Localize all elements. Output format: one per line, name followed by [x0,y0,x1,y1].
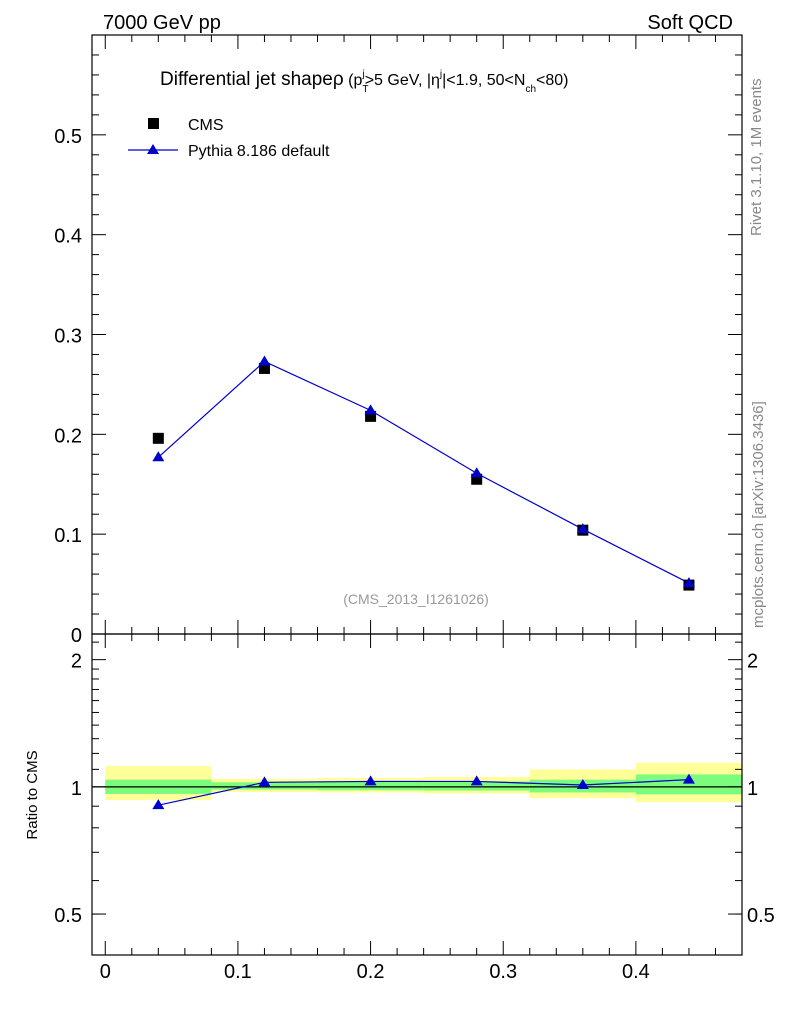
ratio-y-tick-label-right: 0.5 [747,905,775,927]
ratio-pythia-line [158,779,689,806]
ratio-pythia-point [576,779,589,790]
ratio-y-tick-label-right: 2 [747,651,758,673]
y-tick-label: 0.1 [54,525,82,547]
y-tick-label: 0.5 [54,126,82,148]
pythia-point [258,355,271,366]
title-rho: ρ [333,69,344,90]
header-left-label: 7000 GeV pp [103,12,221,34]
ratio-y-tick-label-left: 0.5 [54,905,82,927]
pythia-line [157,360,690,584]
pythia-point [576,523,589,534]
x-tick-label: 0 [100,961,111,983]
ratio-y-tick-label-left: 1 [71,778,82,800]
y-tick-label: 0.3 [54,326,82,348]
uncertainty-band-inner [635,774,742,795]
rivet-version-label: Rivet 3.1.10, 1M events [748,78,765,236]
ratio-y-tick-label-right: 1 [747,778,758,800]
uncertainty-band-inner [423,781,530,791]
title-eta-sup: j [439,69,442,80]
x-tick-label: 0.4 [622,961,650,983]
title-nch-sub: ch [525,84,536,95]
pythia-point [152,451,165,462]
title-main: Differential jet shape [160,69,333,90]
analysis-watermark: (CMS_2013_I1261026) [343,591,489,607]
cms-point [258,362,270,374]
cms-point [152,432,164,444]
ratio-pythia-point [470,775,483,786]
ratio-panel: 0.5 0.5 1 1 2 2 0 0.1 0.2 0.3 0.4 [54,633,775,983]
ratio-y-tick-label-left: 2 [71,651,82,673]
x-tick-label: 0.3 [489,961,517,983]
x-tick-label: 0.2 [357,961,385,983]
plot-title: Differential jet shapeρ (pTj>5 GeV, |ηj|… [160,69,568,95]
legend-pythia-label: Pythia 8.186 default [188,143,330,160]
header-right-label: Soft QCD [647,12,733,34]
main-panel: 0 0.1 0.2 0.3 0.4 0.5 [54,34,743,647]
pythia-point [364,404,377,415]
ratio-axis-label: Ratio to CMS [24,750,41,839]
legend-cms-label: CMS [188,117,224,134]
pythia-point [682,577,695,588]
cms-point [365,410,377,422]
title-pt-sup: j [361,69,364,80]
legend-cms-marker [148,118,159,129]
mcplots-label: mcplots.cern.ch [arXiv:1306.3436] [750,401,767,628]
ratio-pythia-point [152,799,165,810]
ratio-frame [91,633,743,956]
uncertainty-band-inner [317,781,424,791]
title-cut-close: <80) [536,72,568,89]
title-cut-mid2: |<1.9, 50<N [442,72,525,89]
ratio-pythia-point [682,773,695,784]
ratio-pythia-point [364,775,377,786]
y-tick-label: 0 [71,625,82,647]
legend-pythia-marker [147,144,159,154]
title-cut-open: (p [344,72,363,89]
y-tick-label: 0.4 [54,226,82,248]
title-pt-sub: T [362,84,368,95]
title-cut-mid: >5 GeV, |η [365,72,440,89]
ratio-pythia-point [258,776,271,787]
cms-point [471,473,483,485]
pythia-point [470,467,483,478]
y-tick-label: 0.2 [54,425,82,447]
x-tick-label: 0.1 [224,961,252,983]
legend: CMS Pythia 8.186 default [128,117,330,160]
